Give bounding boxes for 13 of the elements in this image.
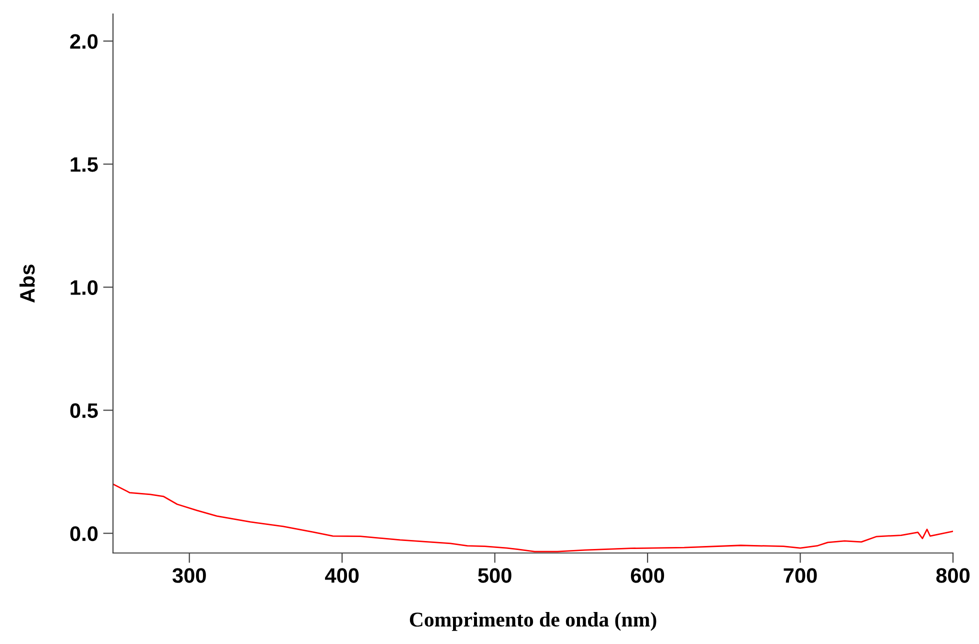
x-tick-label: 500	[478, 568, 512, 583]
y-tick-label: 1.5	[70, 157, 98, 172]
y-tick-label: 1.0	[70, 280, 98, 295]
x-tick-label: 800	[936, 568, 970, 583]
y-tick-label: 0.0	[70, 526, 98, 542]
x-tick-label: 400	[325, 568, 359, 583]
y-tick-label: 2.0	[70, 34, 98, 49]
y-axis-title: Abs	[19, 264, 35, 303]
x-tick-label: 700	[784, 568, 817, 583]
y-tick-label: 0.5	[70, 403, 98, 418]
x-tick-label: 300	[172, 568, 206, 583]
x-axis-title: Comprimento de onda (nm)	[410, 612, 656, 631]
x-tick-label: 600	[630, 568, 664, 583]
